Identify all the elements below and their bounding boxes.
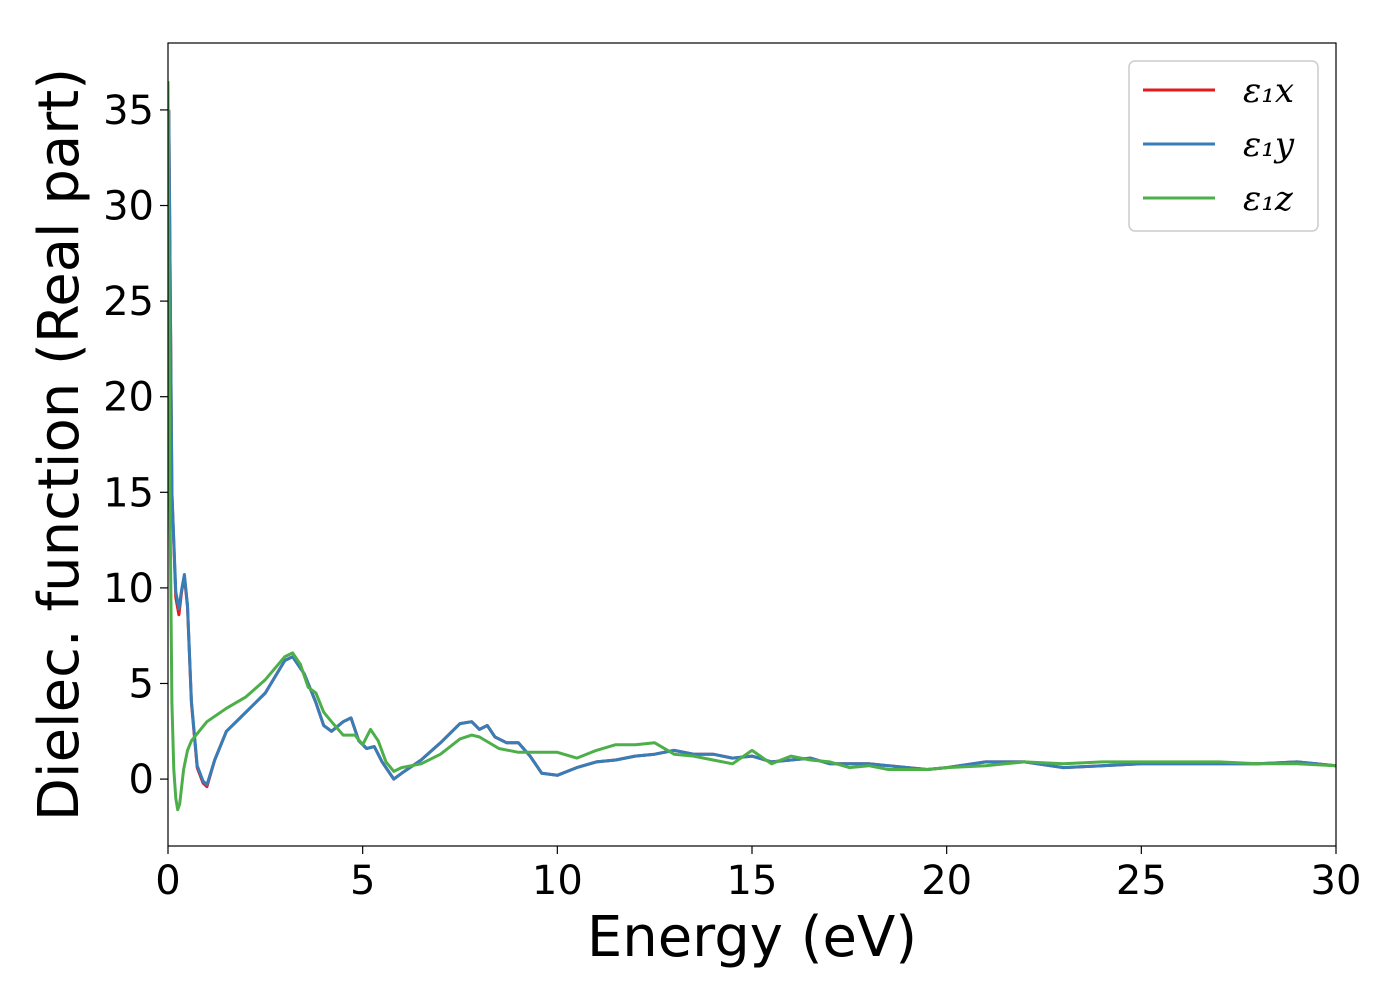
x-tick-label: 0 <box>155 858 180 904</box>
y-tick-label: 0 <box>129 757 154 803</box>
y-tick-label: 35 <box>103 88 154 134</box>
x-tick-label: 15 <box>727 858 778 904</box>
series-line-3 <box>168 81 1336 812</box>
legend-label: ε₁x <box>1243 71 1294 111</box>
x-tick-label: 25 <box>1116 858 1167 904</box>
y-tick-label: 25 <box>103 279 154 325</box>
legend-label: ε₁y <box>1243 125 1295 165</box>
legend: ε₁x ε₁y ε₁z <box>1128 60 1319 232</box>
y-tick-label: 20 <box>103 375 154 421</box>
x-tick-label: 10 <box>532 858 583 904</box>
plot-area <box>168 81 1336 812</box>
axis-ticks: 0 5 10 15 20 25 30 0 5 10 15 20 25 30 35 <box>103 88 1361 904</box>
y-axis-title: Dielec. function (Real part) <box>27 68 92 821</box>
legend-box <box>1128 60 1319 232</box>
y-tick-label: 10 <box>103 566 154 612</box>
y-tick-label: 15 <box>103 470 154 516</box>
x-tick-label: 30 <box>1311 858 1362 904</box>
x-tick-label: 5 <box>350 858 375 904</box>
legend-label: ε₁z <box>1243 179 1294 219</box>
x-axis-title: Energy (eV) <box>587 905 917 970</box>
y-tick-label: 5 <box>129 661 154 707</box>
x-tick-label: 20 <box>921 858 972 904</box>
y-tick-label: 30 <box>103 184 154 230</box>
